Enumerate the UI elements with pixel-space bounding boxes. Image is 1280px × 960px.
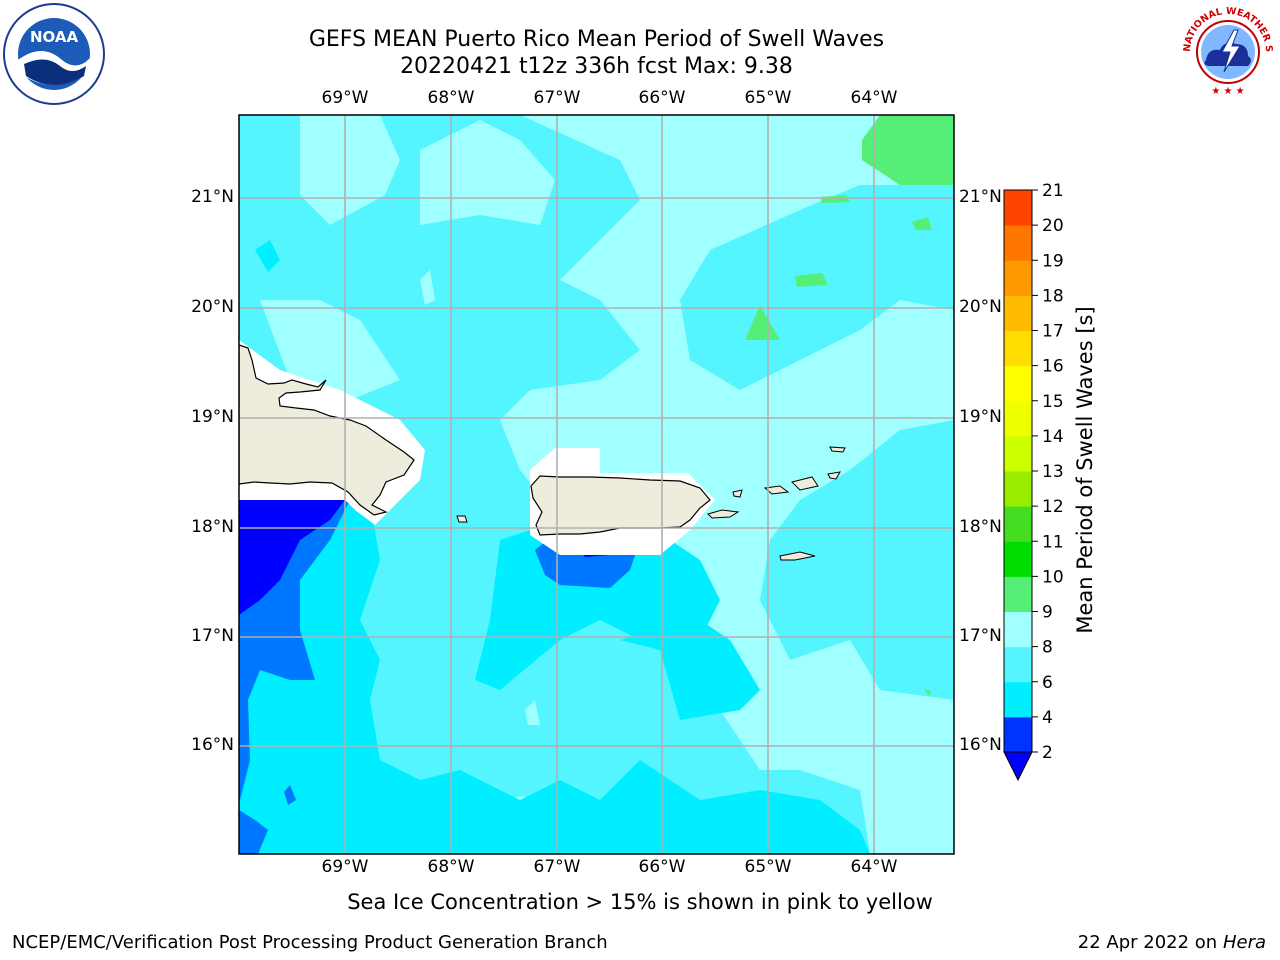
colorbar-tick-label: 17: [1042, 322, 1064, 342]
colorbar-tick-label: 10: [1042, 567, 1064, 587]
colorbar-tick-label: 19: [1042, 251, 1064, 271]
colorbar-tick-label: 11: [1042, 532, 1064, 552]
colorbar-band: [1004, 506, 1032, 542]
lat-label-left-21n: 21°N: [191, 187, 234, 207]
colorbar-band: [1004, 400, 1032, 437]
colorbar-band: [1004, 295, 1032, 331]
colorbar-tick-label: 12: [1042, 497, 1064, 517]
colorbar-tick-label: 14: [1042, 427, 1064, 447]
lat-label-left-16n: 16°N: [191, 735, 234, 755]
lon-label-bottom-69w: 69°W: [321, 857, 369, 877]
colorbar-tick-label: 13: [1042, 462, 1064, 482]
lat-label-right-19n: 19°N: [959, 407, 1002, 427]
lat-label-left-20n: 20°N: [191, 297, 234, 317]
lon-label-top-67w: 67°W: [533, 88, 581, 108]
lat-label-left-19n: 19°N: [191, 407, 234, 427]
colorbar-tick-label: 6: [1042, 673, 1053, 693]
colorbar-tick-label: 9: [1042, 603, 1053, 623]
colorbar-band: [1004, 716, 1032, 753]
colorbar-band: [1004, 330, 1032, 367]
noaa-logo-text: NOAA: [30, 28, 79, 46]
lon-label-bottom-65w: 65°W: [744, 857, 792, 877]
lat-label-right-16n: 16°N: [959, 735, 1002, 755]
puerto-rico-land: [530, 475, 711, 536]
map-frame: [238, 114, 955, 855]
colorbar-band: [1004, 190, 1032, 226]
virgin-islands: [707, 446, 846, 561]
footer-machine: Hera: [1222, 932, 1266, 953]
lon-label-bottom-64w: 64°W: [850, 857, 898, 877]
colorbar-tick-label: 15: [1042, 392, 1064, 412]
lat-label-right-18n: 18°N: [959, 517, 1002, 537]
lat-label-left-18n: 18°N: [191, 517, 234, 537]
island-sm-1: [456, 515, 468, 523]
footer-date: 22 Apr 2022 on Hera: [1078, 932, 1266, 953]
lon-label-top-68w: 68°W: [427, 88, 475, 108]
footer-date-text: 22 Apr 2022 on: [1077, 932, 1223, 953]
footer-branch: NCEP/EMC/Verification Post Processing Pr…: [12, 932, 608, 953]
colorbar-tick-label: 4: [1042, 708, 1053, 728]
lat-label-right-20n: 20°N: [959, 297, 1002, 317]
colorbar-band: [1004, 646, 1032, 683]
colorbar-band: [1004, 681, 1032, 718]
chart-title: GEFS MEAN Puerto Rico Mean Period of Swe…: [308, 27, 885, 52]
contour-9-10s: [745, 115, 954, 696]
colorbar-ticks: 2 4 6 8 9 10 11 12 13 14 15 16 17 18 19 20 21: [1032, 181, 1064, 763]
lon-label-bottom-68w: 68°W: [427, 857, 475, 877]
lat-label-left-17n: 17°N: [191, 626, 234, 646]
colorbar-tick-label: 16: [1042, 357, 1064, 377]
colorbar-bands: [1004, 190, 1032, 753]
hispaniola-land: [239, 344, 415, 516]
sea-ice-note: Sea Ice Concentration > 15% is shown in …: [347, 890, 933, 914]
graticule: [239, 115, 954, 854]
lon-label-bottom-67w: 67°W: [533, 857, 581, 877]
colorbar-tick-label: 18: [1042, 286, 1064, 306]
swell-contour-field: [239, 115, 954, 854]
colorbar-tick-label: 21: [1042, 181, 1064, 201]
colorbar-band: [1004, 471, 1032, 507]
colorbar-band: [1004, 611, 1032, 648]
colorbar-band: [1004, 435, 1032, 472]
colorbar-band: [1004, 541, 1032, 577]
lat-label-right-17n: 17°N: [959, 626, 1002, 646]
colorbar-tick-label: 2: [1042, 743, 1053, 763]
lat-label-right-21n: 21°N: [959, 187, 1002, 207]
lon-label-top-69w: 69°W: [321, 88, 369, 108]
chart-subtitle: 20220421 t12z 336h fcst Max: 9.38: [400, 54, 793, 79]
colorbar: 2 4 6 8 9 10 11 12 13 14 15 16 17 18 19 20 21: [1003, 181, 1064, 782]
colorbar-label: Mean Period of Swell Waves [s]: [1073, 306, 1097, 634]
lon-label-bottom-66w: 66°W: [638, 857, 686, 877]
noaa-logo: NOAA: [2, 2, 106, 106]
svg-text:★ ★ ★: ★ ★ ★: [1211, 86, 1244, 97]
colorbar-tick-label: 8: [1042, 638, 1053, 658]
lon-label-top-66w: 66°W: [638, 88, 686, 108]
colorbar-band: [1004, 260, 1032, 296]
lon-label-top-64w: 64°W: [850, 88, 898, 108]
lon-label-top-65w: 65°W: [744, 88, 792, 108]
colorbar-band: [1004, 365, 1032, 402]
colorbar-under-triangle: [1003, 751, 1033, 782]
colorbar-tick-label: 20: [1042, 216, 1064, 236]
nws-logo: NATIONAL WEATHER SERVICE ★ ★ ★: [1172, 0, 1280, 104]
colorbar-band: [1004, 225, 1032, 261]
colorbar-band: [1004, 576, 1032, 612]
